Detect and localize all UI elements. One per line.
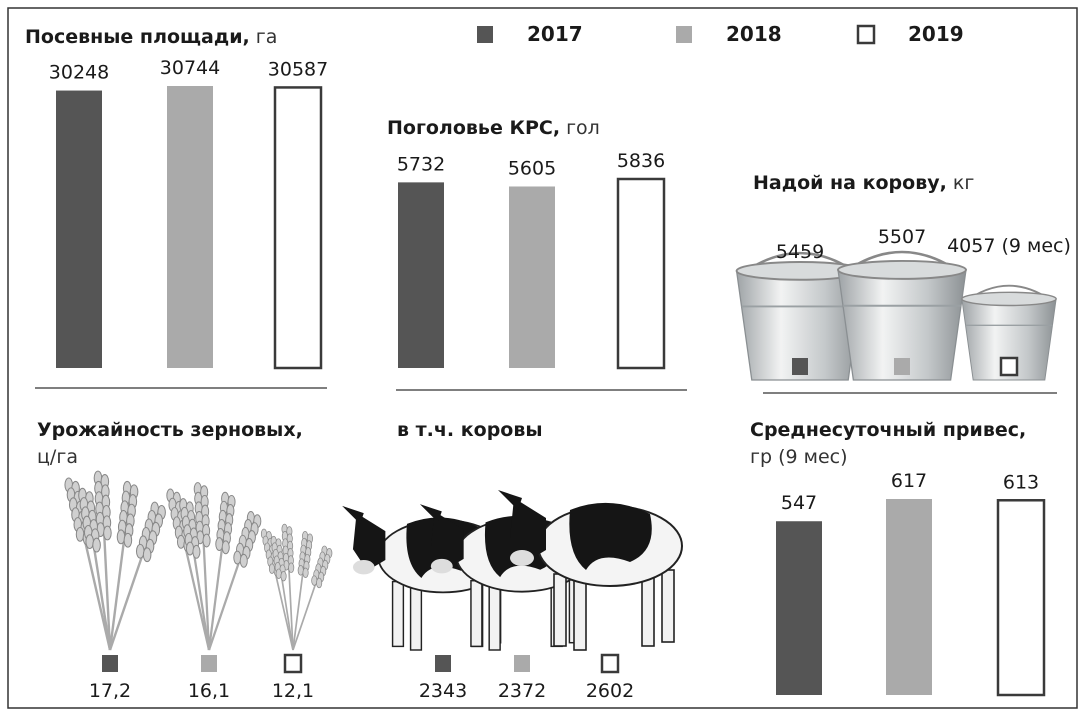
chart-title: Поголовье КРС, гол: [387, 117, 600, 139]
value-label: 5732: [397, 153, 445, 175]
bucket-rim: [962, 292, 1056, 305]
title-text: в т.ч. коровы: [397, 419, 543, 441]
value-label: 16,1: [188, 680, 230, 702]
title-text: Среднесуточный привес,: [750, 419, 1026, 441]
bar: [998, 500, 1044, 695]
legend-swatch: [285, 655, 301, 672]
wheat-grain: [316, 578, 321, 588]
legend-swatch: [435, 655, 451, 672]
wheat-grain: [289, 563, 294, 573]
value-label: 30744: [160, 57, 220, 79]
bar: [509, 186, 555, 368]
legend-label: 2019: [908, 22, 964, 46]
chart-title: в т.ч. коровы: [397, 419, 543, 441]
legend-swatch: [894, 358, 910, 375]
value-label: 5459: [776, 241, 824, 263]
title-text: Посевные площади,: [25, 26, 250, 48]
value-label: 30248: [49, 62, 109, 84]
legend-label: 2017: [527, 22, 583, 46]
chart-unit: гол: [566, 117, 600, 139]
legend-swatch: [201, 655, 217, 672]
title-text: Урожайность зерновых,: [37, 419, 303, 441]
bar: [776, 521, 822, 695]
title-text: Поголовье КРС,: [387, 117, 560, 139]
chart-title: Надой на корову, кг: [753, 172, 974, 194]
wheat-grain: [203, 534, 210, 547]
bar: [886, 499, 932, 695]
legend-swatch: [102, 655, 118, 672]
wheat-grain: [143, 548, 151, 562]
value-label: 12,1: [272, 680, 314, 702]
value-label: 5836: [617, 150, 665, 172]
value-label: 5507: [878, 226, 926, 248]
value-label: 2602: [586, 680, 634, 702]
wheat-grain: [193, 545, 200, 558]
cow-leg: [642, 574, 654, 646]
cow-leg: [662, 570, 674, 642]
cow-muzzle: [431, 559, 453, 574]
value-label: 30587: [268, 58, 328, 80]
legend-swatch: [792, 358, 808, 375]
cow-muzzle: [510, 550, 534, 566]
title-text: Надой на корову,: [753, 172, 947, 194]
legend-swatch: [514, 655, 530, 672]
value-label: 5605: [508, 157, 556, 179]
value-label: 613: [1003, 471, 1039, 493]
infographic: 2017 2018 2019 Посевные площади, га 30248 3074…: [0, 0, 1086, 711]
legend-swatch: [477, 26, 493, 43]
wheat-grain: [93, 538, 101, 552]
chart-unit: гр (9 мес): [750, 446, 848, 468]
chart-unit: ц/га: [37, 446, 78, 468]
value-label: 2343: [419, 680, 467, 702]
value-label: 4057 (9 мес): [947, 235, 1071, 257]
cow-leg: [471, 581, 482, 647]
cow-muzzle: [353, 560, 375, 574]
chart-title: Посевные площади, га: [25, 26, 277, 48]
bar: [275, 87, 321, 368]
bucket-rim: [838, 261, 966, 279]
legend-swatch: [858, 26, 874, 43]
legend-swatch: [1001, 358, 1017, 375]
cow-leg: [554, 574, 566, 646]
value-label: 547: [781, 492, 817, 514]
chart-title: Урожайность зерновых,: [37, 419, 303, 441]
value-label: 2372: [498, 680, 546, 702]
wheat-grain: [240, 554, 247, 567]
wheat-grain: [104, 526, 112, 540]
wheat-grain: [124, 533, 132, 547]
wheat-grain: [281, 571, 286, 581]
legend-swatch: [602, 655, 618, 672]
bar: [56, 91, 102, 368]
cow-leg: [393, 582, 404, 647]
value-label: 617: [891, 470, 927, 492]
cow-leg: [574, 578, 586, 650]
legend-swatch: [676, 26, 692, 43]
value-label: 17,2: [89, 680, 131, 702]
wheat-grain: [303, 568, 308, 578]
bar: [167, 86, 213, 368]
legend-label: 2018: [726, 22, 782, 46]
chart-unit: га: [256, 26, 278, 48]
cow-leg: [489, 584, 500, 650]
bar: [398, 182, 444, 368]
page: 2017 2018 2019 Посевные площади, га 30248 3074…: [0, 0, 1086, 711]
wheat-grain: [222, 541, 229, 554]
cow-leg: [411, 585, 422, 650]
chart-unit: кг: [953, 172, 974, 194]
bar: [618, 179, 664, 368]
chart-title: Среднесуточный привес,: [750, 419, 1026, 441]
